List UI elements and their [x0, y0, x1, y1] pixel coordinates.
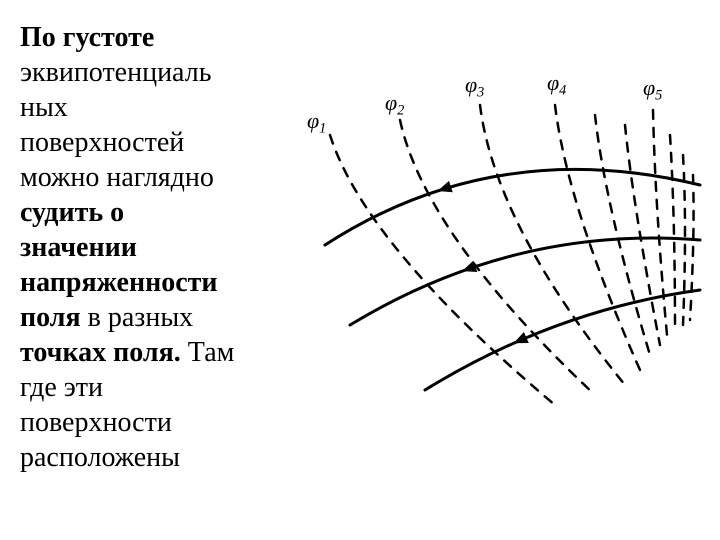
text-line-1: По густоте [20, 22, 154, 53]
diagram-column: φ1 φ2 φ3 φ4 φ5 [295, 0, 710, 540]
phi-3-sym: φ [465, 72, 477, 97]
phi-2-sym: φ [385, 90, 397, 115]
phi-2-label: φ2 [385, 90, 404, 119]
phi-2-sub: 2 [397, 102, 404, 118]
text-line-13: расположены [20, 442, 180, 473]
page: По густоте эквипотенциаль ных поверхност… [0, 0, 720, 540]
text-line-10a: точках поля. [20, 337, 181, 368]
text-line-4: поверхностей [20, 127, 184, 158]
text-line-3: ных [20, 92, 68, 123]
text-line-11: где эти [20, 372, 103, 403]
field-diagram [295, 55, 710, 455]
phi-3-sub: 3 [477, 84, 484, 100]
phi-1-label: φ1 [307, 108, 326, 137]
text-column: По густоте эквипотенциаль ных поверхност… [0, 0, 295, 540]
text-line-12: поверхности [20, 407, 172, 438]
text-line-7: значении [20, 232, 137, 263]
phi-1-sub: 1 [319, 120, 326, 136]
phi-4-label: φ4 [547, 70, 566, 99]
text-line-6: судить о [20, 197, 124, 228]
phi-5-sub: 5 [655, 87, 662, 103]
phi-1-sym: φ [307, 108, 319, 133]
phi-4-sub: 4 [559, 82, 566, 98]
text-line-9a: поля [20, 302, 81, 333]
text-line-5: можно наглядно [20, 162, 214, 193]
text-line-8: напряженности [20, 267, 218, 298]
text-line-9b: в разных [81, 302, 194, 333]
phi-4-sym: φ [547, 70, 559, 95]
phi-5-label: φ5 [643, 75, 662, 104]
text-line-2: эквипотенциаль [20, 57, 211, 88]
body-text: По густоте эквипотенциаль ных поверхност… [20, 20, 285, 475]
phi-3-label: φ3 [465, 72, 484, 101]
text-line-10b: Там [181, 337, 235, 368]
phi-5-sym: φ [643, 75, 655, 100]
